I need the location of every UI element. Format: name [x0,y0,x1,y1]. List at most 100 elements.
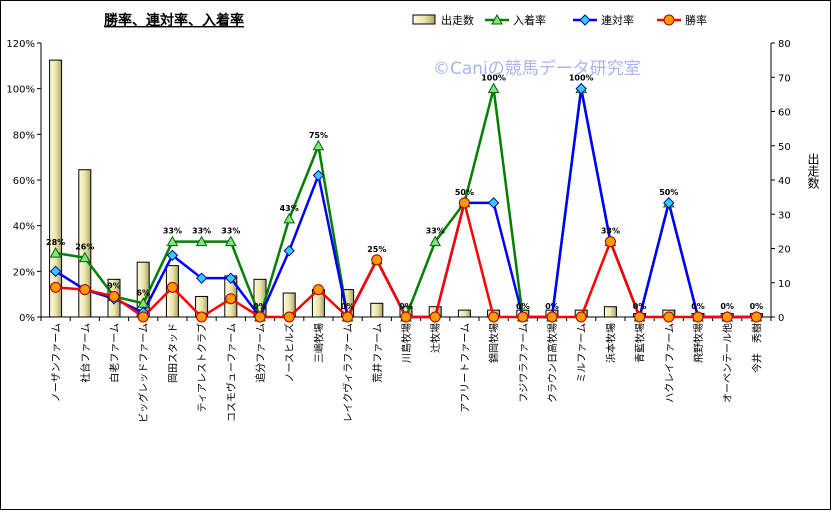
circle-point-10 [312,284,324,296]
y2-tick-label: 80 [778,39,791,50]
circle-point-6 [196,311,208,323]
data-label: 0% [545,302,559,311]
y-tick-label: 60% [13,176,35,187]
circle-point-7 [225,293,237,305]
circle-point-13 [400,311,412,323]
diamond-point-7 [225,272,237,284]
data-label: 50% [455,188,474,197]
circle-point-1 [50,281,62,293]
circle-point-9 [283,311,295,323]
data-label: 25% [367,245,386,254]
bar-20 [603,306,617,318]
circle-point-24 [721,311,733,323]
circle-point-19 [575,311,587,323]
data-label: 0% [633,302,647,311]
y2-tick-label: 70 [778,73,791,84]
x-tick-label: 浜本牧場 [604,323,617,363]
circle-point-22 [663,311,675,323]
circle-point-5 [166,281,178,293]
diamond-point-6 [195,272,208,284]
circle-point-23 [692,311,704,323]
legend-marker-circle [663,14,675,26]
x-tick-label: 青藍牧場 [634,323,647,363]
diamond-point-5 [166,249,179,262]
legend-label: 勝率 [685,13,707,27]
circle-point-17 [517,311,529,323]
y2-tick-label: 0 [778,313,784,324]
y2-tick-label: 50 [778,142,791,153]
triangle-point-1 [49,247,62,258]
x-tick-label: 川島牧場 [400,323,413,363]
circle-point-4 [137,311,149,323]
y-tick-label: 20% [13,267,35,278]
triangle-point-6 [195,235,208,247]
data-label: 33% [601,227,620,236]
x-tick-label: ノーザンファーム [51,323,63,402]
triangle-point-10 [312,139,325,151]
legend-marker-triangle [491,13,503,25]
circle-point-25 [750,311,762,323]
chart-title: 勝率、連対率、入着率 [104,12,244,29]
line-diamond [54,88,757,322]
x-tick-label: 飛野牧場 [692,323,705,363]
line-triangle [55,88,757,322]
diamond-point-16 [487,197,500,209]
x-tick-label: 社台ファーム [79,323,92,383]
triangle-point-14 [429,235,442,247]
circle-point-14 [429,311,441,323]
data-label: 0% [691,302,705,311]
x-tick-label: 荒井ファーム [371,323,384,383]
circle-point-15 [458,197,470,209]
y-tick-label: 80% [13,130,35,141]
data-label: 33% [221,227,240,236]
data-label: 100% [569,74,594,83]
data-label: 0% [516,302,530,311]
triangle-point-2 [78,251,91,263]
x-tick-label: ノースヒルズ [283,323,296,383]
bar-1 [49,59,63,318]
data-label: 75% [309,131,328,140]
data-label: 0% [341,302,355,311]
x-tick-label: クラウン日高牧場 [546,323,559,403]
x-tick-label: 今井 秀樹 [750,323,763,373]
data-label: 100% [481,74,506,83]
circle-point-20 [604,236,616,248]
diamond-point-22 [663,197,675,209]
y2-axis-label: 出走数 [806,153,820,190]
x-tick-label: 錦岡牧場 [488,323,501,363]
y2-tick-label: 30 [778,210,791,221]
y2-tick-label: 60 [778,108,791,119]
y2-tick-label: 10 [778,279,791,290]
diamond-point-19 [575,82,587,95]
circle-point-12 [371,254,383,266]
triangle-point-16 [487,82,500,94]
y-tick-label: 0% [19,313,35,324]
data-label: 33% [426,227,445,236]
x-tick-label: ビッグレッドファーム [137,323,150,423]
circle-point-16 [488,311,500,323]
data-label: 50% [659,188,678,197]
circle-point-2 [79,284,91,296]
legend-label: 連対率 [601,13,634,27]
data-label: 26% [75,243,94,252]
x-tick-label: ティアレストクラブ [196,323,209,412]
legend-label: 入着率 [513,13,546,27]
x-tick-label: アフリートファーム [459,323,471,413]
data-label: 43% [280,204,299,213]
data-label: 6% [136,288,150,297]
data-label: 0% [750,302,764,311]
circle-point-21 [634,311,646,323]
y-tick-label: 40% [13,222,35,233]
x-tick-label: 白老ファーム [108,323,121,383]
diamond-point-9 [283,245,295,257]
watermark: ©Caniの競馬データ研究室 [433,58,641,79]
x-tick-label: レイクヴィラファーム [342,323,355,423]
data-label: 33% [192,227,211,236]
diamond-point-1 [49,265,62,278]
legend-marker-diamond [579,14,591,26]
legend-label: 出走数 [441,13,474,27]
legend-swatch-bar [412,14,436,25]
circle-point-8 [254,311,266,323]
